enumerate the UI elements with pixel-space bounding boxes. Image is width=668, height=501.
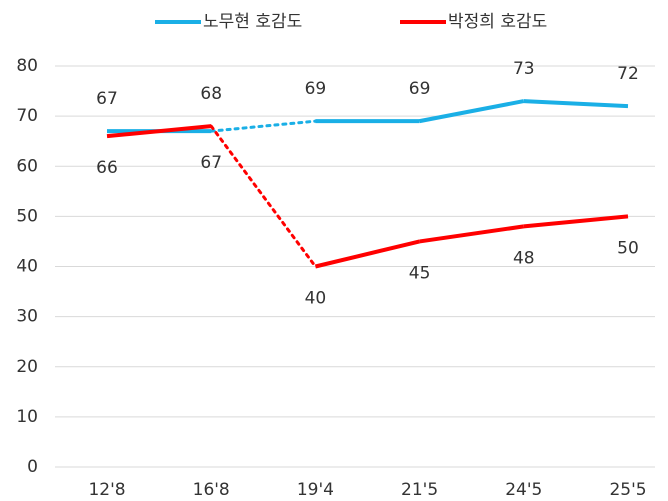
data-label: 45 <box>409 263 431 283</box>
data-label: 40 <box>305 289 327 309</box>
y-tick-label: 10 <box>16 407 38 427</box>
line-segment <box>419 99 525 124</box>
line-segment <box>523 214 629 229</box>
data-label: 67 <box>200 153 222 173</box>
y-tick-label: 80 <box>16 56 38 76</box>
line-segment <box>419 224 525 244</box>
x-tick-label: 12'8 <box>88 480 125 500</box>
y-tick-label: 40 <box>16 257 38 277</box>
line-segment <box>106 124 212 139</box>
x-tick-label: 19'4 <box>297 480 334 500</box>
line-segment <box>314 239 421 269</box>
y-tick-label: 50 <box>16 206 38 226</box>
data-label: 50 <box>617 238 639 258</box>
data-label: 48 <box>513 248 535 268</box>
y-tick-label: 20 <box>16 357 38 377</box>
data-label: 66 <box>96 158 118 178</box>
legend-label: 노무현 호감도 <box>203 12 302 32</box>
x-tick-label: 16'8 <box>193 480 230 500</box>
y-tick-label: 30 <box>16 307 38 327</box>
x-tick-label: 21'5 <box>401 480 438 500</box>
data-label: 72 <box>617 64 639 84</box>
data-label: 69 <box>409 79 431 99</box>
data-label: 69 <box>305 79 327 99</box>
y-tick-label: 0 <box>27 457 38 477</box>
data-label: 67 <box>96 89 118 109</box>
data-label: 68 <box>200 84 222 104</box>
line-segment <box>523 99 629 109</box>
legend-label: 박정희 호감도 <box>448 12 547 32</box>
data-label: 73 <box>513 59 535 79</box>
y-tick-label: 70 <box>16 106 38 126</box>
x-tick-label: 24'5 <box>505 480 542 500</box>
line-segment-dotted <box>209 119 317 133</box>
x-tick-label: 25'5 <box>609 480 646 500</box>
line-segment-dotted <box>209 124 317 268</box>
y-tick-label: 60 <box>16 156 38 176</box>
